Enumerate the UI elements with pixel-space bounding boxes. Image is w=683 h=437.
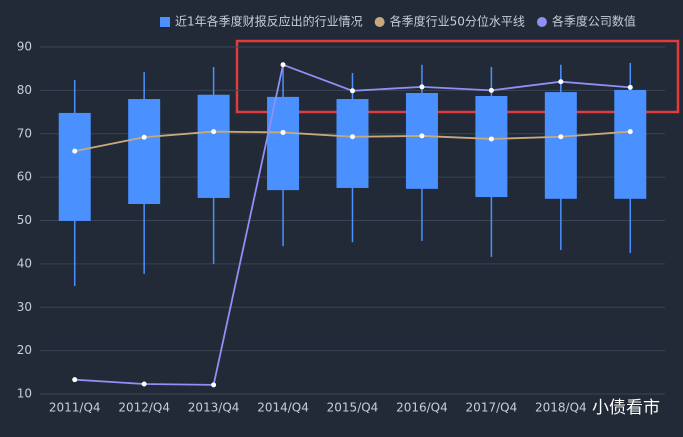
y-tick-label: 30	[17, 300, 32, 314]
highlight-box	[235, 39, 680, 114]
legend-label: 近1年各季度财报反应出的行业情况	[175, 14, 363, 29]
point	[488, 136, 494, 142]
x-tick-label: 2014/Q4	[257, 401, 309, 415]
point	[141, 381, 147, 387]
point	[72, 148, 78, 154]
legend-label: 各季度公司数值	[552, 14, 636, 29]
y-tick-label: 40	[17, 256, 32, 270]
y-tick-label: 60	[17, 170, 32, 184]
x-tick-label: 2018/Q4	[535, 401, 587, 415]
box	[405, 92, 438, 189]
y-tick-label: 20	[17, 343, 32, 357]
point	[627, 129, 633, 135]
point	[141, 134, 147, 140]
point	[419, 84, 425, 90]
legend-label: 各季度行业50分位水平线	[390, 14, 525, 29]
y-tick-label: 80	[17, 83, 32, 97]
point	[558, 134, 564, 140]
x-tick-label: 2017/Q4	[466, 401, 518, 415]
point	[558, 79, 564, 85]
point	[280, 129, 286, 135]
y-tick-label: 50	[17, 213, 32, 227]
watermark: 小债看市	[592, 398, 660, 418]
legend-swatch	[536, 17, 547, 27]
box	[614, 89, 647, 199]
box	[128, 99, 161, 205]
legend-swatch	[160, 17, 170, 27]
box	[58, 112, 91, 221]
box	[336, 99, 369, 188]
x-tick-label: 2015/Q4	[327, 401, 379, 415]
x-tick-label: 2013/Q4	[188, 401, 240, 415]
legend-swatch	[374, 17, 385, 27]
point	[627, 84, 633, 90]
point	[350, 134, 355, 140]
box	[197, 94, 230, 198]
point	[211, 129, 217, 135]
point	[280, 62, 286, 68]
point	[72, 377, 78, 383]
x-tick-label: 2011/Q4	[49, 401, 101, 415]
box	[475, 96, 508, 198]
box	[267, 96, 300, 191]
point	[488, 87, 494, 93]
y-tick-label: 90	[17, 40, 32, 54]
box	[544, 92, 577, 199]
point	[419, 133, 425, 139]
point	[211, 382, 217, 388]
y-tick-label: 70	[17, 126, 32, 140]
y-tick-label: 10	[17, 387, 32, 401]
x-tick-label: 2016/Q4	[396, 401, 448, 415]
point	[350, 88, 355, 94]
x-tick-label: 2012/Q4	[118, 401, 170, 415]
